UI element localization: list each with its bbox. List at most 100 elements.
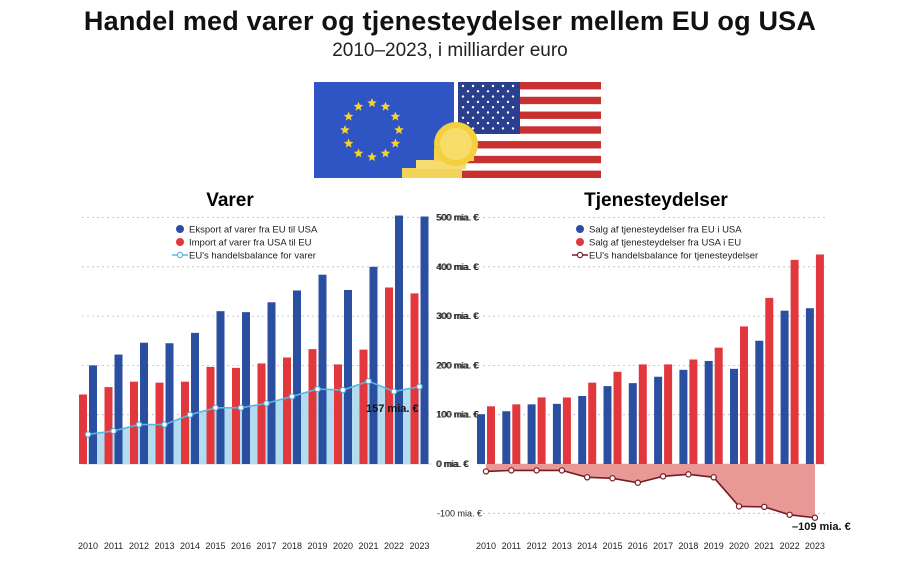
eu-star-icon	[343, 138, 354, 148]
chart-subtitle: 2010–2023, i milliarder euro	[332, 40, 568, 61]
legend-label: Eksport af varer fra EU til USA	[189, 224, 318, 235]
y-tick-label: 100 mia. €	[437, 410, 479, 420]
legend-swatch	[176, 225, 184, 233]
x-tick-label: 2013	[154, 541, 174, 551]
x-tick-label: 2018	[678, 541, 698, 551]
balance-point	[416, 383, 423, 390]
eu-star-icon	[380, 148, 391, 158]
y-tick-label: -100 mia. €	[437, 508, 482, 518]
legend-label: Import af varer fra USA til EU	[189, 237, 312, 248]
balance-point	[365, 377, 372, 385]
balance-point	[186, 411, 194, 418]
bar-import	[308, 349, 317, 464]
bar-import	[359, 349, 368, 464]
x-tick-label: 2022	[384, 541, 404, 551]
eu-star-icon	[394, 125, 404, 134]
bar-import	[487, 406, 495, 464]
bar-import	[740, 326, 748, 464]
y-tick-label: 500 mia. €	[437, 213, 479, 223]
bar-export	[502, 411, 511, 464]
bar-import	[790, 259, 799, 464]
services-panel: Tjenesteydelser -100 mia. € 0 mia. € 100 mi…	[437, 190, 851, 551]
bar-import	[181, 381, 189, 464]
bar-export	[527, 404, 536, 464]
chart-title: Handel med varer og tjenesteydelser mell…	[83, 6, 817, 36]
x-tick-label: 2011	[502, 541, 521, 551]
balance-point	[609, 475, 616, 482]
x-tick-label: 2019	[307, 541, 327, 551]
legend-swatch	[576, 238, 584, 246]
bar-export	[628, 383, 637, 464]
legend-swatch	[576, 225, 584, 233]
bar-import	[232, 367, 240, 464]
y-tick-label: 400 mia. €	[437, 262, 479, 272]
balance-point	[508, 467, 515, 474]
x-tick-label: 2010	[476, 541, 496, 551]
x-tick-label: 2010	[78, 541, 98, 551]
balance-point	[482, 468, 490, 475]
bar-export	[242, 312, 250, 464]
bar-import	[613, 371, 622, 464]
bar-import	[512, 404, 521, 464]
bar-import	[765, 297, 774, 464]
x-tick-label: 2020	[729, 541, 749, 551]
bar-import	[130, 381, 138, 464]
balance-point	[811, 514, 819, 521]
bar-import	[334, 364, 342, 464]
balance-point	[786, 511, 793, 518]
balance-annotation: –109 mia. €	[792, 521, 851, 533]
balance-point	[533, 467, 540, 474]
balance-point	[634, 479, 642, 486]
y-tick-label: 500 mia. €	[436, 213, 478, 223]
legend-label: EU's handelsbalance for varer	[189, 250, 316, 261]
balance-line	[485, 469, 815, 519]
balance-point	[212, 404, 219, 411]
bar-export	[730, 368, 738, 464]
eu-star-icon	[390, 111, 401, 121]
y-tick-label: 400 mia. €	[436, 262, 478, 272]
eu-star-icon	[353, 148, 364, 158]
x-tick-label: 2023	[805, 541, 825, 551]
bar-export	[344, 289, 352, 464]
bar-export	[679, 369, 688, 464]
bar-import	[155, 382, 164, 464]
bar-export	[805, 308, 814, 464]
balance-point	[135, 421, 143, 428]
bar-export	[578, 395, 587, 464]
x-tick-label: 2017	[256, 541, 276, 551]
y-tick-label: 0 mia. €	[436, 459, 468, 469]
y-tick-label: 300 mia. €	[436, 311, 478, 321]
balance-point	[584, 474, 591, 481]
balance-point	[761, 503, 768, 511]
balance-point	[390, 388, 398, 395]
bar-import	[385, 287, 393, 464]
bar-export	[293, 290, 301, 464]
balance-point	[288, 393, 296, 400]
bar-import	[206, 366, 215, 464]
y-tick-label: 300 mia. €	[437, 311, 479, 321]
eu-star-icon	[343, 111, 354, 121]
x-tick-label: 2016	[628, 541, 648, 551]
bar-import	[638, 364, 647, 464]
balance-point	[84, 431, 92, 438]
x-tick-label: 2014	[180, 541, 200, 551]
x-tick-label: 2013	[552, 541, 572, 551]
bar-import	[79, 394, 87, 464]
eu-star-icon	[340, 125, 350, 134]
x-tick-label: 2011	[104, 541, 123, 551]
x-tick-label: 2015	[205, 541, 225, 551]
x-tick-label: 2012	[129, 541, 149, 551]
x-tick-label: 2016	[231, 541, 251, 551]
legend-swatch	[576, 251, 584, 259]
balance-point	[685, 471, 692, 478]
bar-import	[562, 397, 571, 464]
y-tick-label: 200 mia. €	[437, 360, 479, 370]
eu-star-icon	[353, 101, 364, 111]
bar-import	[588, 382, 597, 464]
x-tick-label: 2014	[577, 541, 597, 551]
bar-export	[477, 414, 485, 464]
balance-point	[735, 503, 743, 510]
balance-area	[486, 464, 815, 518]
bar-import	[815, 254, 824, 464]
bar-export	[395, 215, 403, 464]
